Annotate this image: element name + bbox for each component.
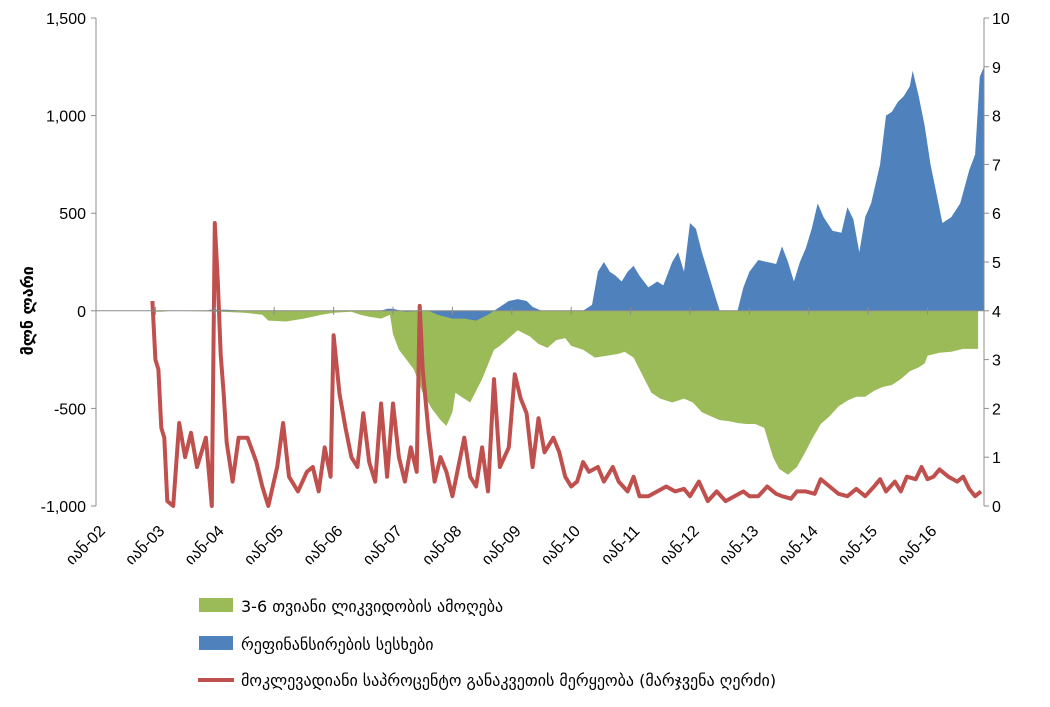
legend-label: რეფინანსირების სესხები (241, 635, 434, 654)
legend: 3-6 თვიანი ლიკვიდობის ამოღება რეფინანსირე… (198, 597, 776, 690)
x-tick-label: იან-14 (775, 522, 822, 569)
x-tick-label: იან-06 (300, 522, 347, 569)
y-right-tick-label: 8 (992, 109, 1001, 126)
x-tick-label: იან-15 (834, 522, 881, 569)
y-right-tick-label: 0 (992, 499, 1001, 516)
x-tick-label: იან-02 (62, 522, 109, 569)
y-left-tick-label: 0 (77, 304, 86, 321)
x-tick-label: იან-03 (122, 522, 169, 569)
y-left-tick-label: -1,000 (41, 499, 86, 516)
line-series-layer (150, 221, 983, 508)
x-tick-label: იან-12 (656, 522, 703, 569)
legend-swatch (199, 598, 233, 612)
y-right-tick-label: 2 (992, 401, 1001, 418)
y-axis-left-ticks: 1,500 1,000 500 0 -500 -1,000 (41, 11, 96, 516)
x-tick-label: იან-09 (478, 522, 525, 569)
x-tick-label: იან-08 (419, 522, 466, 569)
area-series-2 (208, 66, 984, 321)
x-tick-label: იან-10 (537, 522, 584, 569)
x-tick-label: იან-05 (240, 522, 287, 569)
area-series-1 (152, 310, 979, 475)
x-tick-label: იან-16 (894, 522, 941, 569)
legend-label: 3-6 თვიანი ლიკვიდობის ამოღება (241, 597, 503, 616)
y-right-tick-label: 9 (992, 60, 1001, 77)
y-right-tick-label: 5 (992, 255, 1001, 272)
y-left-tick-label: 1,000 (46, 109, 86, 126)
y-right-tick-label: 10 (992, 11, 1010, 28)
legend-swatch (199, 636, 233, 650)
x-tick-label: იან-11 (598, 522, 644, 568)
y-right-tick-label: 6 (992, 206, 1001, 223)
y-right-tick-label: 3 (992, 353, 1001, 370)
line-series-rate-volatility (150, 221, 983, 508)
y-left-tick-label: -500 (54, 401, 86, 418)
x-tick-label: იან-13 (716, 522, 763, 569)
legend-label: მოკლევადიანი საპროცენტო განაკვეთის მერყე… (241, 671, 776, 690)
y-right-tick-label: 7 (992, 157, 1001, 174)
x-tick-label: იან-04 (181, 522, 228, 569)
y-axis-left-title: მლნ ლარი (18, 266, 37, 355)
y-right-tick-label: 1 (992, 450, 1001, 467)
x-tick-label: იან-07 (359, 522, 406, 569)
area-series-layer (152, 66, 984, 475)
y-left-tick-label: 1,500 (46, 11, 86, 28)
y-left-tick-label: 500 (59, 206, 86, 223)
y-right-tick-label: 4 (992, 304, 1001, 321)
